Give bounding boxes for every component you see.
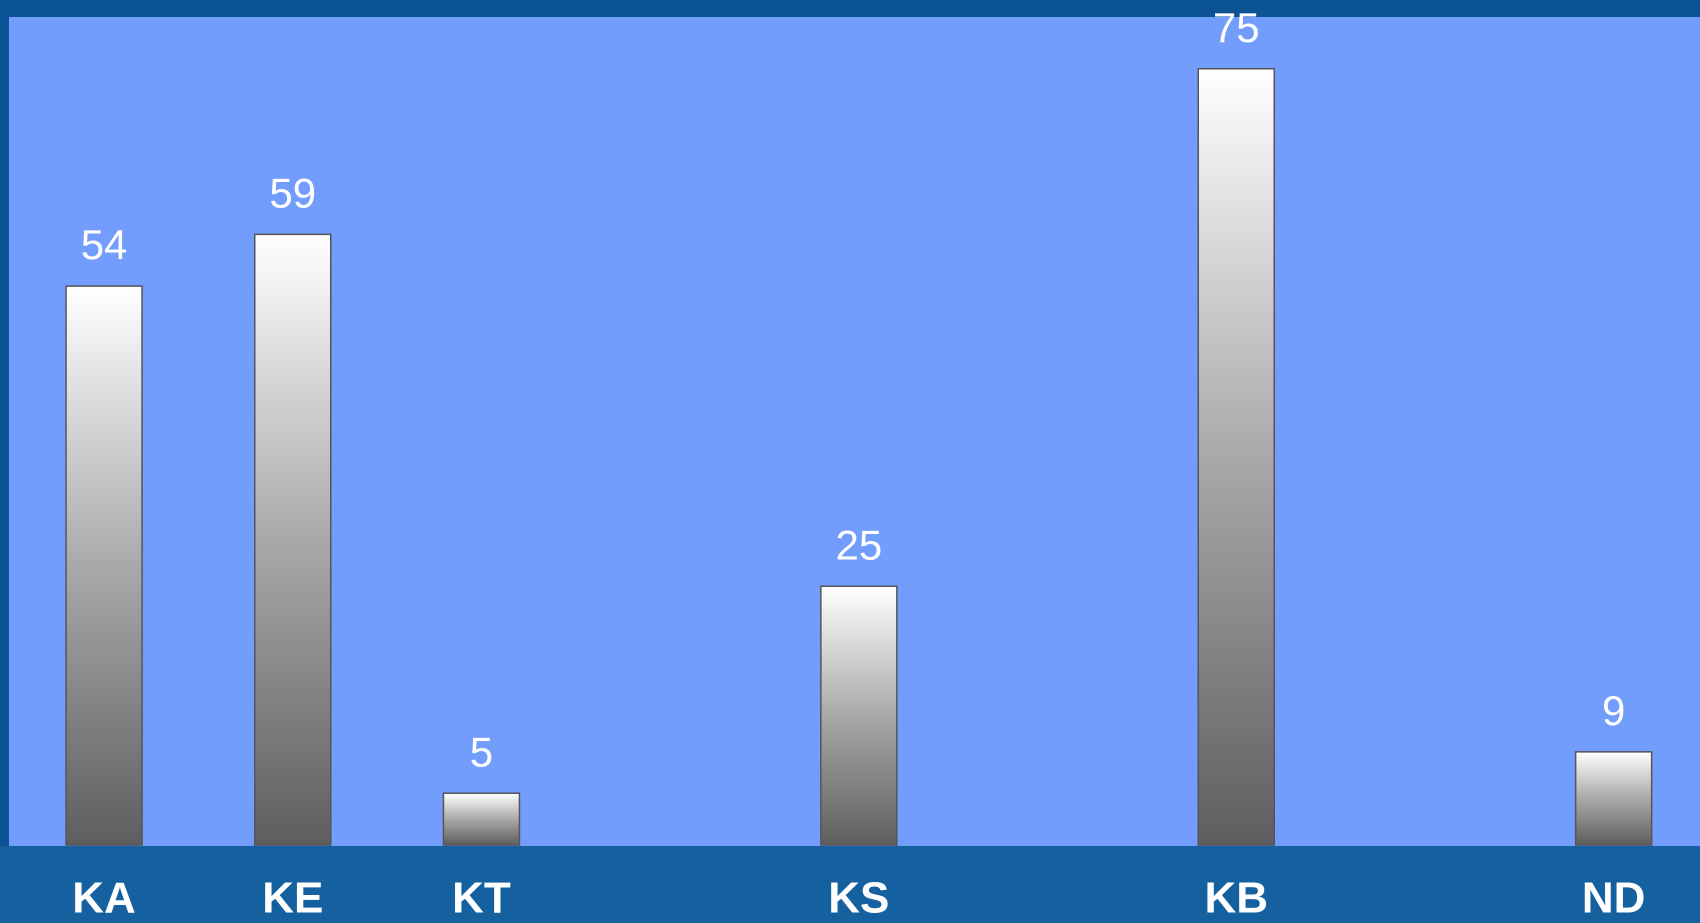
x-tick-label: KE <box>262 874 323 923</box>
value-label: 54 <box>81 221 128 268</box>
value-label: 25 <box>835 521 882 568</box>
bar <box>254 233 332 846</box>
bar <box>1197 68 1275 846</box>
value-label: 59 <box>269 169 316 216</box>
bar <box>820 585 898 846</box>
axis-band <box>0 846 1700 923</box>
value-label: 5 <box>470 728 493 775</box>
value-label: 9 <box>1602 687 1625 734</box>
x-tick-label: KT <box>452 874 511 923</box>
bar <box>442 792 521 846</box>
x-tick-label: KS <box>828 874 889 923</box>
x-tick-label: ND <box>1582 874 1646 923</box>
value-label: 75 <box>1213 4 1260 51</box>
x-tick-label: KB <box>1204 874 1268 923</box>
bar <box>65 285 143 846</box>
x-tick-label: KA <box>72 874 136 923</box>
bar <box>1574 751 1653 846</box>
